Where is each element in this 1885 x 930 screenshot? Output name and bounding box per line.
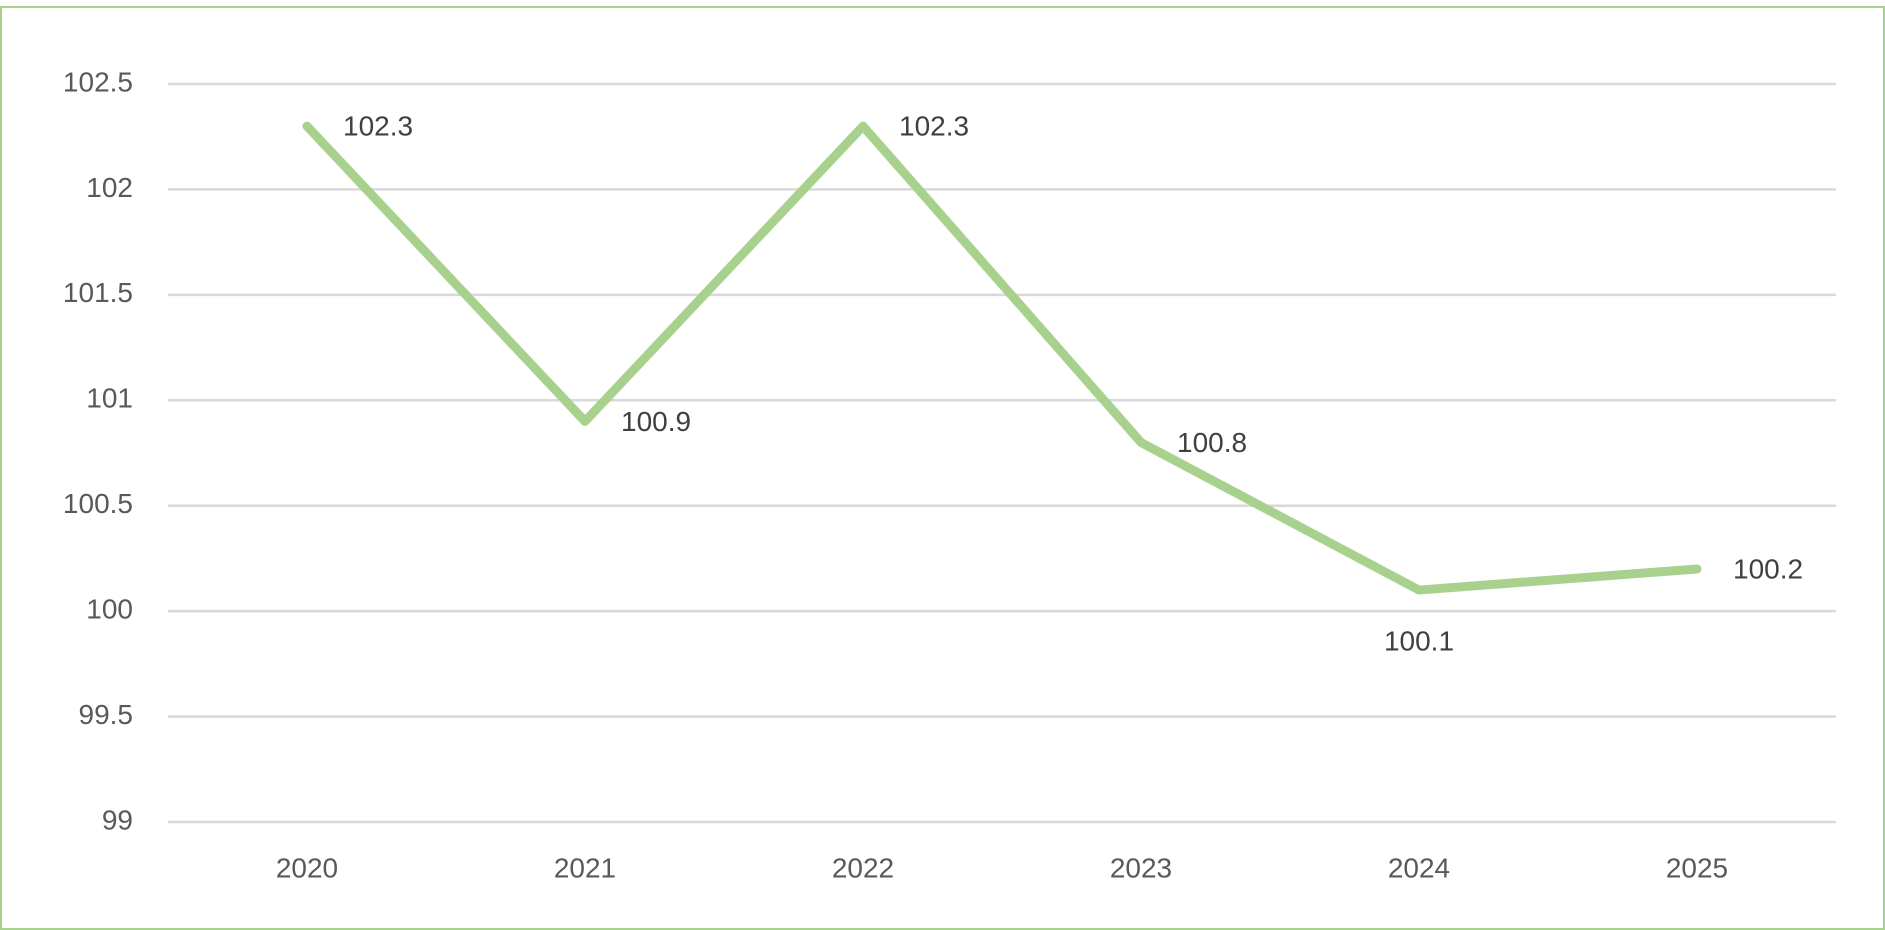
y-tick-label: 99: [102, 804, 133, 835]
x-tick-label: 2021: [554, 852, 616, 883]
y-tick-label: 99.5: [79, 699, 134, 730]
y-tick-label: 102: [86, 172, 133, 203]
x-tick-label: 2022: [832, 852, 894, 883]
y-tick-label: 100: [86, 594, 133, 625]
chart-frame: [0, 6, 1885, 930]
y-tick-label: 100.5: [63, 488, 133, 519]
x-tick-label: 2025: [1666, 852, 1728, 883]
y-tick-label: 102.5: [63, 66, 133, 97]
x-tick-label: 2024: [1388, 852, 1450, 883]
data-label: 100.1: [1384, 625, 1454, 656]
x-tick-label: 2020: [276, 852, 338, 883]
data-label: 100.9: [621, 406, 691, 437]
x-tick-label: 2023: [1110, 852, 1172, 883]
data-label: 102.3: [343, 111, 413, 142]
series-line: [302, 121, 1702, 595]
y-tick-label: 101.5: [63, 277, 133, 308]
data-label: 102.3: [899, 111, 969, 142]
y-tick-label: 101: [86, 383, 133, 414]
data-label: 100.8: [1177, 427, 1247, 458]
data-label: 100.2: [1733, 553, 1803, 584]
